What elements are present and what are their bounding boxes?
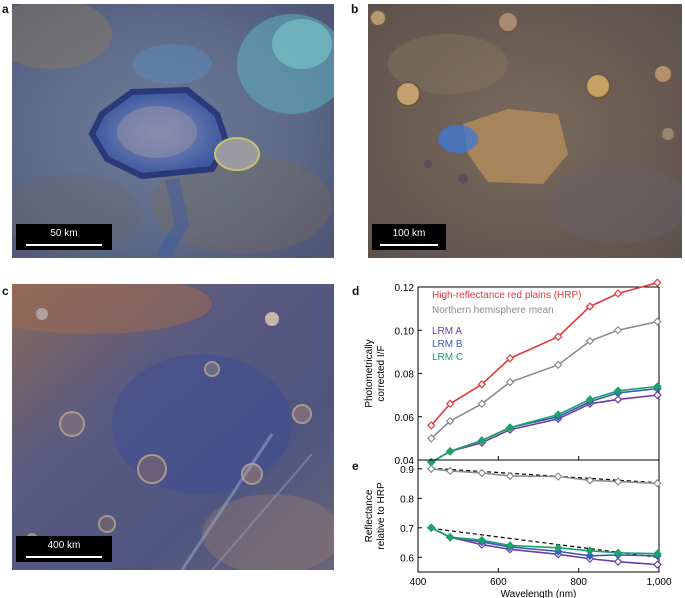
data-point-hrp: [477, 380, 487, 389]
data-point-lrmC: [505, 541, 515, 550]
data-point-mean: [653, 317, 662, 326]
data-point-mean: [427, 434, 436, 443]
y-tick-label-d: 0.06: [395, 413, 415, 424]
y-tick-label-e: 0.6: [400, 553, 414, 564]
data-point-lrmC: [445, 447, 455, 456]
data-point-mean: [505, 471, 515, 481]
y-tick-label-e: 0.7: [400, 524, 414, 535]
panel-a-letter: a: [2, 2, 9, 16]
data-point-mean: [585, 336, 595, 346]
data-point-mean: [613, 326, 623, 335]
data-point-hrp: [445, 399, 455, 409]
data-point-lrmC: [585, 395, 595, 404]
mercury-image-b: 100 km: [368, 4, 682, 258]
x-tick-label-e: 600: [490, 577, 507, 588]
series-line-mean: [431, 468, 658, 485]
y-axis-label-e: Reflectancerelative to HRP: [364, 482, 387, 550]
x-tick-label-e: 400: [410, 577, 427, 588]
data-point-lrmC: [613, 548, 623, 558]
data-point-mean: [553, 472, 563, 481]
scalebar-a-label: 50 km: [50, 228, 78, 239]
panel-b-letter: b: [351, 2, 359, 16]
data-point-lrmC: [427, 523, 436, 533]
data-point-lrmC: [553, 543, 563, 553]
data-point-hrp: [585, 302, 595, 311]
legend-entry-lrmB: LRM B: [432, 339, 463, 350]
fit-line-mean: [431, 467, 658, 484]
mercury-image-a: 50 km: [12, 4, 334, 258]
scalebar-c: 400 km: [16, 536, 112, 562]
x-tick-label-e: 800: [570, 577, 587, 588]
data-point-mean: [477, 399, 487, 409]
data-point-mean: [477, 468, 487, 478]
series-line-lrmA: [430, 394, 658, 463]
data-point-lrmC: [445, 532, 455, 542]
data-point-mean: [427, 464, 436, 474]
y-tick-label-d: 0.08: [395, 370, 415, 381]
data-point-mean: [505, 377, 515, 387]
data-point-hrp: [553, 332, 563, 341]
legend-entry-mean: Northern hemisphere mean: [432, 305, 554, 316]
scalebar-b-label: 100 km: [392, 228, 426, 239]
data-point-mean: [653, 479, 662, 488]
data-point-hrp: [505, 354, 515, 363]
data-point-mean: [553, 360, 563, 370]
x-tick-label-e: 1,000: [646, 577, 671, 588]
data-point-lrmA: [613, 557, 623, 566]
series-line-lrmC: [430, 527, 658, 555]
data-point-mean: [585, 476, 595, 485]
data-point-lrmB: [585, 551, 595, 561]
data-point-lrmA: [613, 395, 623, 404]
data-point-lrmC: [477, 436, 487, 445]
y-tick-label-e: 0.8: [400, 494, 414, 505]
series-line-hrp: [430, 281, 658, 426]
data-point-lrmA: [653, 560, 662, 569]
data-point-lrmC: [553, 410, 563, 419]
data-point-hrp: [613, 289, 623, 298]
mercury-image-c: 400 km: [12, 284, 334, 570]
data-point-hrp: [653, 278, 662, 287]
series-line-lrmA: [430, 527, 658, 566]
data-point-mean: [613, 477, 623, 486]
y-axis-label-d: Photometricallycorrected I/F: [364, 339, 387, 407]
scalebar-c-label: 400 km: [47, 540, 81, 551]
x-axis-label: Wavelength (nm): [501, 589, 577, 598]
data-point-lrmC: [653, 382, 662, 391]
data-point-lrmA: [653, 390, 662, 400]
panel-c-letter: c: [2, 284, 9, 298]
y-tick-label-d: 0.12: [395, 283, 415, 294]
panel-d-letter: d: [352, 284, 360, 298]
series-line-lrmB: [430, 387, 658, 463]
data-point-mean: [445, 466, 455, 476]
series-line-lrmC: [430, 385, 658, 463]
data-point-lrmC: [585, 546, 595, 556]
legend-entry-hrp: High-reflectance red plains (HRP): [432, 290, 582, 301]
data-point-lrmC: [505, 423, 515, 432]
y-tick-label-d: 0.04: [395, 456, 415, 467]
scalebar-b: 100 km: [372, 224, 446, 250]
series-line-lrmB: [430, 527, 658, 557]
y-tick-label-e: 0.9: [400, 465, 414, 476]
data-point-lrmC: [477, 535, 487, 545]
data-point-hrp: [427, 421, 436, 430]
data-point-lrmC: [653, 549, 662, 558]
legend-entry-lrmC: LRM C: [432, 352, 463, 363]
legend-entry-lrmA: LRM A: [432, 326, 462, 337]
data-point-lrmC: [613, 386, 623, 396]
series-line-mean: [430, 320, 658, 439]
y-tick-label-d: 0.10: [395, 326, 415, 337]
data-point-mean: [445, 416, 455, 426]
panel-e-letter: e: [352, 459, 359, 473]
plot-frame-e: [417, 459, 660, 573]
scalebar-a: 50 km: [16, 224, 112, 250]
